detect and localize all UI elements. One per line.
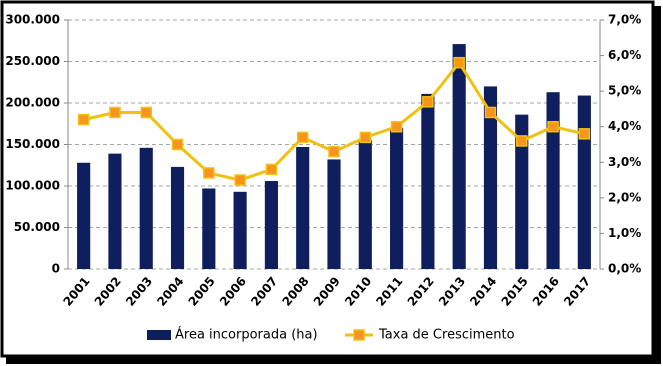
y2-tick-label: 1,0% xyxy=(608,226,641,240)
legend-label: Taxa de Crescimento xyxy=(378,328,515,343)
line-marker xyxy=(203,167,215,179)
bar xyxy=(77,162,91,269)
bar xyxy=(139,147,153,269)
y-tick-label: 200.000 xyxy=(5,96,60,110)
bar xyxy=(515,114,529,270)
y2-tick-label: 0,0% xyxy=(608,262,641,276)
y-tick-label: 0 xyxy=(52,262,60,276)
line-marker xyxy=(109,106,121,119)
line-marker xyxy=(422,96,434,108)
bar xyxy=(452,44,466,269)
y-tick-label: 300.000 xyxy=(5,13,60,27)
legend-marker xyxy=(353,329,365,341)
bar xyxy=(108,153,122,269)
y-tick-label: 150.000 xyxy=(5,137,60,151)
bar xyxy=(233,191,247,269)
y2-tick-label: 3,0% xyxy=(608,155,641,169)
line-marker xyxy=(359,131,372,144)
bar xyxy=(296,146,310,269)
bar xyxy=(390,127,404,270)
bar xyxy=(202,188,216,269)
y-tick-label: 100.000 xyxy=(5,179,60,193)
y2-tick-label: 7,0% xyxy=(608,13,641,27)
line-marker xyxy=(453,56,465,69)
bar xyxy=(327,159,341,269)
bar xyxy=(546,92,560,270)
y2-tick-label: 4,0% xyxy=(608,119,641,133)
line-marker xyxy=(77,113,90,126)
bar xyxy=(483,86,498,270)
line-marker xyxy=(234,174,246,186)
line-marker xyxy=(484,106,497,119)
bar xyxy=(170,166,185,269)
y-tick-label: 50.000 xyxy=(14,220,60,234)
legend-label: Área incorporada (ha) xyxy=(175,327,318,343)
y2-tick-label: 5,0% xyxy=(608,84,641,98)
line-marker xyxy=(516,135,528,147)
line-marker xyxy=(328,145,340,158)
bar xyxy=(264,181,278,269)
y2-tick-label: 6,0% xyxy=(608,48,641,62)
line-marker xyxy=(390,120,403,133)
line-marker xyxy=(547,120,559,133)
bar xyxy=(577,95,591,269)
line-marker xyxy=(140,106,152,119)
line-marker xyxy=(578,128,591,140)
bar xyxy=(421,93,435,270)
bar xyxy=(358,140,372,269)
line-marker xyxy=(265,163,278,176)
y2-tick-label: 2,0% xyxy=(608,190,641,204)
line-marker xyxy=(296,131,309,144)
legend-swatch xyxy=(147,330,171,340)
y-tick-label: 250.000 xyxy=(5,54,60,68)
line-marker xyxy=(171,138,184,151)
